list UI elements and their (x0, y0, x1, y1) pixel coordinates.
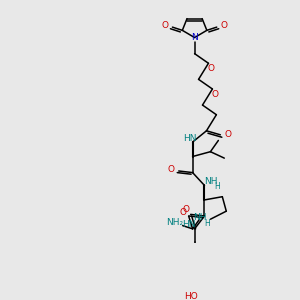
Text: H: H (214, 182, 220, 191)
Text: NH: NH (204, 177, 217, 186)
Text: HN: HN (183, 134, 196, 142)
Text: O: O (167, 165, 174, 174)
Text: O: O (212, 90, 219, 99)
Text: NH₂: NH₂ (166, 218, 183, 227)
Text: N: N (191, 33, 198, 42)
Text: O: O (208, 64, 215, 74)
Text: O: O (220, 21, 227, 30)
Text: HN: HN (182, 220, 195, 229)
Text: O: O (179, 208, 186, 217)
Text: O: O (162, 21, 169, 30)
Text: O: O (182, 205, 189, 214)
Text: NH: NH (193, 213, 206, 222)
Text: HO: HO (184, 292, 197, 300)
Text: H: H (205, 219, 210, 228)
Text: O: O (225, 130, 232, 139)
